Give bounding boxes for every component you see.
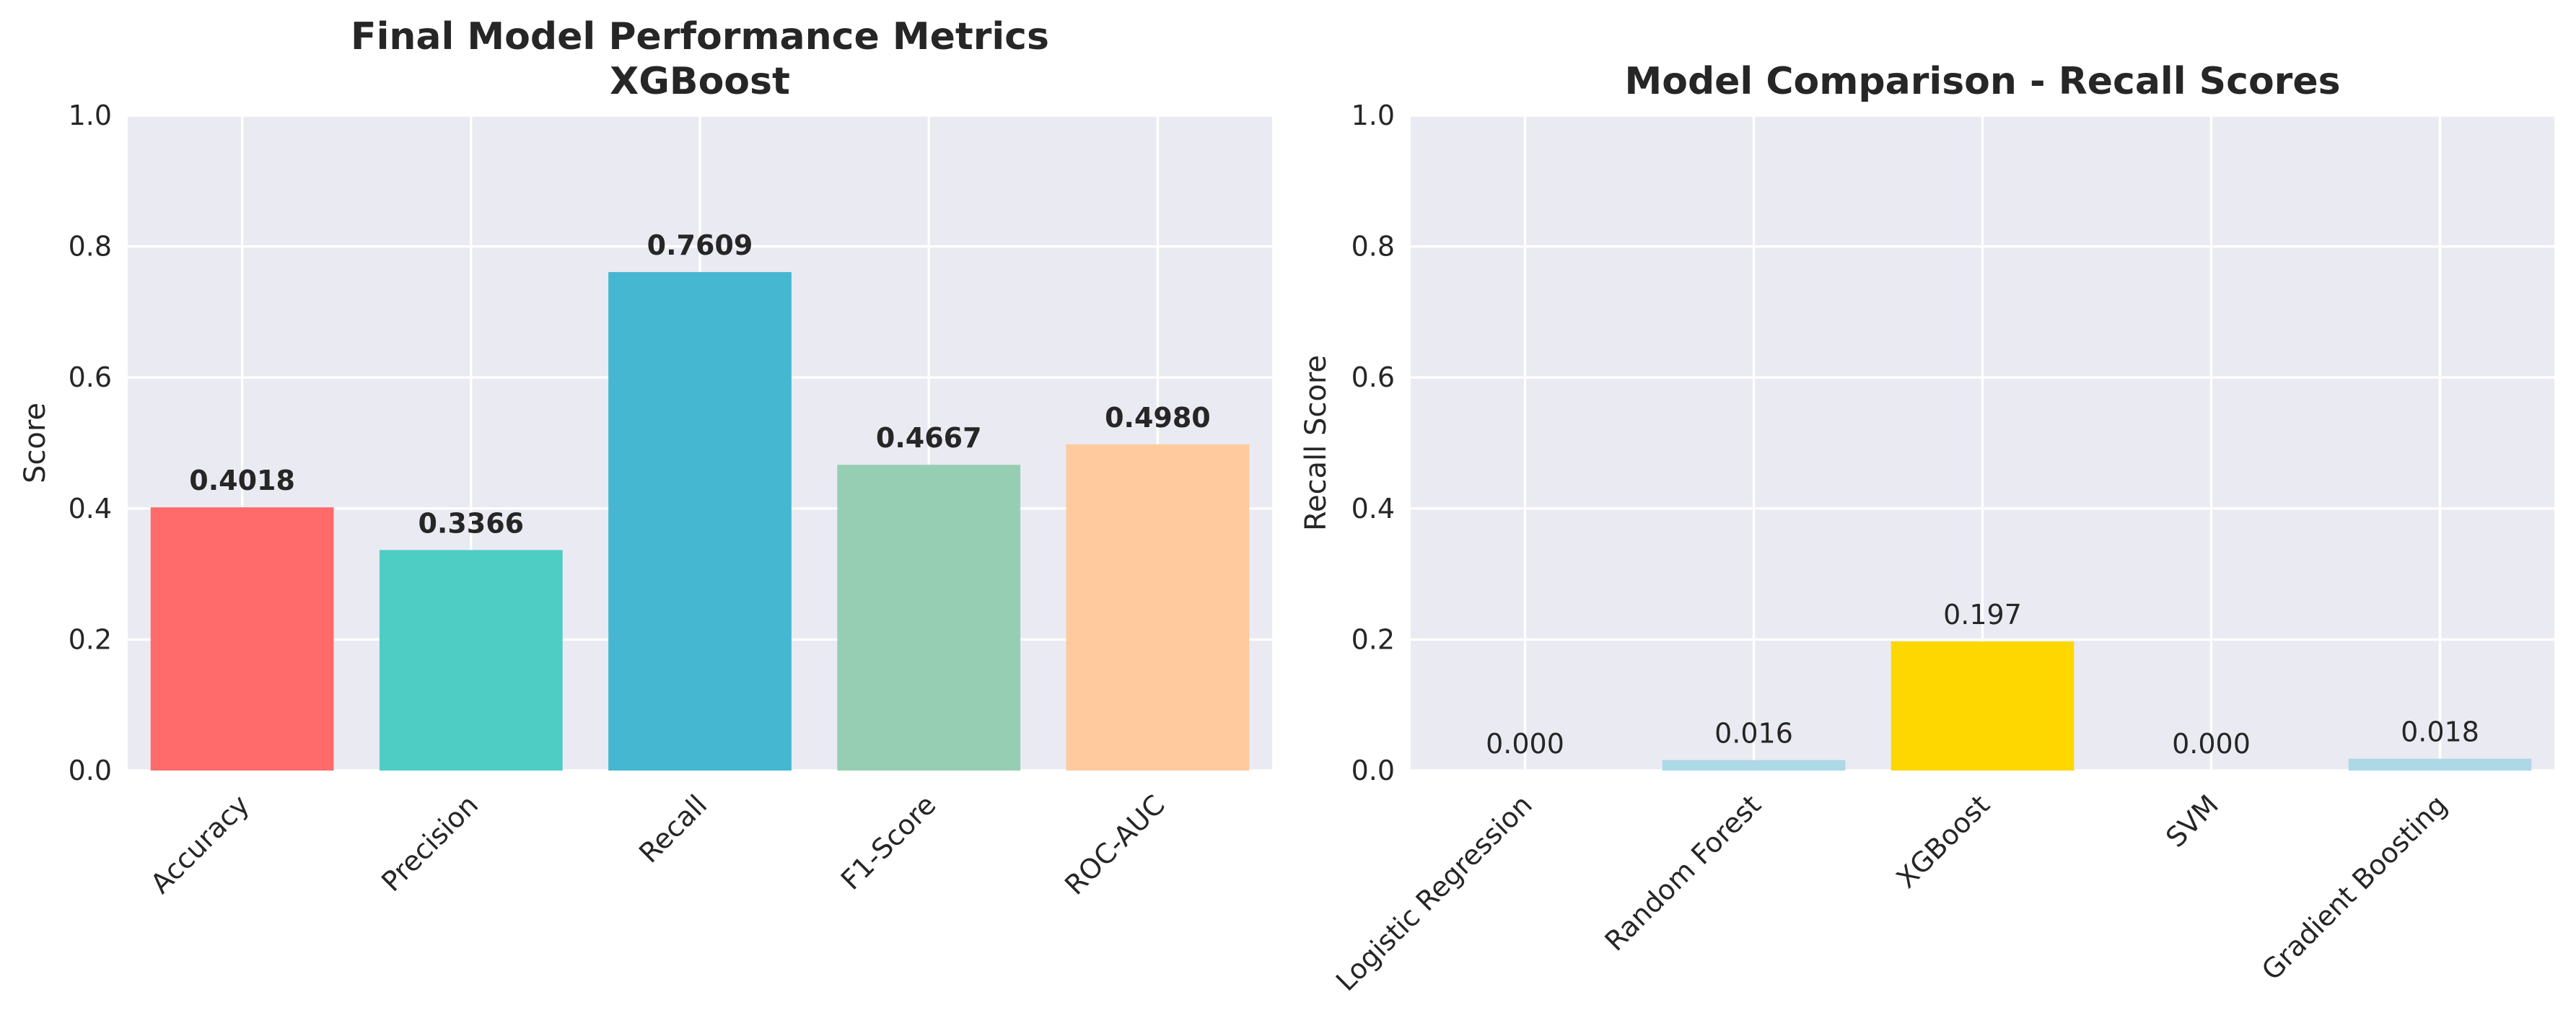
bar-recall bbox=[608, 272, 792, 771]
bar-gradient-boosting bbox=[2348, 758, 2532, 771]
x-tick-label: SVM bbox=[2160, 789, 2225, 854]
x-tick-label: F1-Score bbox=[835, 789, 942, 896]
bar-accuracy bbox=[150, 507, 334, 771]
data-label: 0.000 bbox=[2172, 728, 2251, 760]
y-axis-label: Recall Score bbox=[1300, 355, 1333, 531]
y-tick-label: 0.8 bbox=[69, 231, 112, 263]
chart-title-line: Model Comparison - Recall Scores bbox=[1624, 60, 2340, 103]
bar-random-forest bbox=[1662, 760, 1846, 771]
data-label: 0.000 bbox=[1486, 728, 1564, 760]
x-tick-label: Gradient Boosting bbox=[2256, 789, 2453, 986]
data-label: 0.016 bbox=[1714, 717, 1793, 749]
bar-roc-auc bbox=[1066, 444, 1250, 771]
y-tick-label: 0.2 bbox=[1351, 623, 1395, 655]
chart-title-line: Final Model Performance Metrics bbox=[351, 15, 1049, 58]
x-tick-label: XGBoost bbox=[1891, 789, 1996, 894]
y-tick-label: 0.4 bbox=[1351, 493, 1395, 525]
performance-metrics-chart: 0.0 0.2 0.4 0.6 0.8 1.0 0.4018 0.3366 0.7609 0.46… bbox=[19, 15, 1272, 901]
recall-comparison-chart: 0.0 0.2 0.4 0.6 0.8 1.0 0.000 0.016 0.197 0.000 0.… bbox=[1300, 60, 2554, 997]
chart-title: Final Model Performance Metrics XGBoost bbox=[351, 15, 1049, 103]
y-axis-label: Score bbox=[19, 403, 52, 483]
y-tick-label: 0.0 bbox=[1351, 755, 1395, 786]
x-tick-label: ROC-AUC bbox=[1059, 789, 1171, 901]
y-tick-label: 0.6 bbox=[69, 361, 112, 393]
x-tick-label: Recall bbox=[633, 789, 713, 869]
chart-title: Model Comparison - Recall Scores bbox=[1624, 60, 2340, 103]
data-label: 0.3366 bbox=[418, 507, 524, 539]
bar-xgboost bbox=[1891, 641, 2075, 771]
y-tick-label: 0.6 bbox=[1351, 361, 1395, 393]
bar-f1-score bbox=[837, 465, 1021, 771]
bar-precision bbox=[379, 550, 563, 771]
y-tick-label: 0.4 bbox=[69, 493, 112, 525]
chart-title-line: XGBoost bbox=[610, 60, 790, 103]
data-label: 0.4667 bbox=[876, 422, 982, 454]
x-tick-label: Accuracy bbox=[144, 789, 255, 900]
data-label: 0.018 bbox=[2401, 716, 2479, 748]
y-tick-label: 0.8 bbox=[1351, 231, 1395, 263]
data-label: 0.197 bbox=[1943, 599, 2022, 631]
data-label: 0.4980 bbox=[1105, 402, 1211, 434]
y-tick-label: 1.0 bbox=[1351, 100, 1395, 131]
x-tick-label: Precision bbox=[375, 789, 484, 898]
y-tick-label: 0.2 bbox=[69, 623, 112, 655]
x-tick-label: Logistic Regression bbox=[1330, 789, 1538, 997]
x-tick-label: Random Forest bbox=[1598, 789, 1766, 957]
data-label: 0.4018 bbox=[189, 465, 295, 496]
y-tick-label: 0.0 bbox=[69, 755, 112, 786]
data-label: 0.7609 bbox=[647, 229, 753, 261]
y-tick-label: 1.0 bbox=[69, 100, 112, 131]
